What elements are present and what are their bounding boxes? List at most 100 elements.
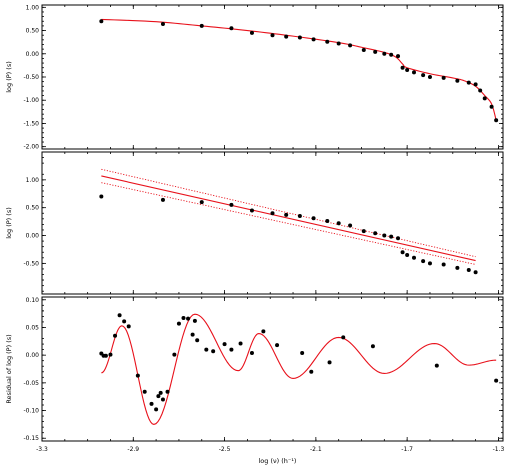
axes-frame bbox=[41, 296, 504, 442]
data-point bbox=[158, 390, 163, 395]
data-point bbox=[192, 318, 197, 323]
y-tick-label: -2.00 bbox=[23, 144, 39, 151]
data-point bbox=[165, 389, 170, 394]
data-point bbox=[229, 26, 234, 31]
data-point bbox=[341, 335, 346, 340]
data-point bbox=[199, 23, 204, 28]
data-point bbox=[478, 88, 483, 93]
data-point bbox=[370, 344, 375, 349]
panel-top: 1.00 0.50 0.00 -0.50 -1.00 -1.50 -2.00 log (P) … bbox=[5, 4, 504, 151]
data-point bbox=[466, 80, 471, 85]
data-point bbox=[160, 197, 165, 202]
x-tick-label: -3.3 bbox=[36, 446, 48, 453]
data-point bbox=[400, 250, 405, 255]
data-point bbox=[297, 214, 302, 219]
data-point bbox=[412, 255, 416, 260]
data-point bbox=[389, 234, 394, 239]
data-point bbox=[249, 350, 254, 355]
data-point bbox=[494, 378, 499, 383]
data-point bbox=[270, 33, 275, 38]
data-point bbox=[427, 261, 432, 266]
data-point bbox=[325, 219, 330, 224]
x-tick-label: -1.7 bbox=[401, 446, 413, 453]
data-point bbox=[389, 52, 394, 57]
data-point bbox=[222, 342, 227, 347]
data-point bbox=[396, 236, 401, 241]
x-tick-label: -2.5 bbox=[219, 446, 231, 453]
axes-frame bbox=[41, 151, 504, 295]
data-point bbox=[176, 321, 181, 326]
data-point bbox=[348, 43, 353, 48]
data-point bbox=[211, 349, 216, 354]
data-point bbox=[117, 313, 122, 318]
y-tick-label: 1.00 bbox=[26, 4, 40, 11]
y-tick-label: -0.50 bbox=[23, 260, 39, 267]
data-point bbox=[311, 216, 316, 221]
data-point bbox=[405, 253, 410, 258]
data-point bbox=[160, 397, 165, 402]
panel-middle: 1.00 0.50 0.00 -0.50 log (P) (s) bbox=[5, 151, 504, 295]
y-tick-label: -0.10 bbox=[23, 408, 39, 415]
data-point bbox=[99, 19, 104, 24]
data-point bbox=[373, 231, 378, 236]
data-point bbox=[336, 221, 341, 226]
y-tick-label: 1.00 bbox=[26, 177, 40, 184]
y-tick-label: 0.10 bbox=[26, 297, 40, 304]
y-axis-title: log (P) (s) bbox=[5, 61, 13, 93]
x-tick-label: -2.1 bbox=[310, 446, 322, 453]
fit-curve bbox=[101, 313, 497, 425]
data-point bbox=[494, 118, 499, 123]
data-point bbox=[190, 332, 195, 337]
y-tick-label: 0.00 bbox=[26, 233, 40, 240]
x-tick-label: -1.3 bbox=[493, 446, 505, 453]
data-point bbox=[300, 350, 305, 355]
data-point bbox=[466, 268, 471, 273]
data-point bbox=[309, 369, 314, 374]
y-tick-label: 0.05 bbox=[26, 324, 40, 331]
data-point bbox=[441, 262, 446, 267]
data-point bbox=[396, 54, 401, 59]
data-point bbox=[270, 211, 275, 216]
data-point bbox=[103, 353, 108, 358]
data-point bbox=[122, 319, 127, 324]
data-point bbox=[373, 49, 378, 54]
data-point bbox=[181, 316, 186, 321]
y-tick-label: 0.50 bbox=[26, 28, 40, 35]
y-axis-title: log (P) (s) bbox=[5, 207, 13, 239]
data-point bbox=[361, 48, 366, 53]
data-point bbox=[455, 78, 460, 83]
y-axis-title: Residual of log (P) (s) bbox=[5, 334, 13, 403]
data-point bbox=[336, 41, 341, 46]
data-point bbox=[311, 37, 316, 42]
data-point bbox=[284, 34, 289, 39]
data-point bbox=[327, 360, 332, 365]
data-point bbox=[284, 212, 289, 217]
data-point bbox=[195, 338, 200, 343]
data-point bbox=[421, 259, 426, 264]
data-point bbox=[441, 75, 446, 80]
data-point bbox=[99, 194, 104, 199]
data-point bbox=[199, 200, 204, 205]
data-point bbox=[434, 363, 439, 368]
data-point bbox=[135, 373, 140, 378]
panel-residual: -3.3 -2.9 -2.5 -2.1 -1.7 -1.3 0.10 0.05 0.00 -0.0… bbox=[5, 296, 505, 465]
data-point bbox=[382, 233, 387, 238]
data-point bbox=[204, 347, 209, 352]
confidence-band-upper bbox=[101, 168, 476, 258]
data-point bbox=[154, 407, 159, 412]
data-point bbox=[297, 35, 302, 40]
data-point bbox=[149, 401, 154, 406]
fit-curve bbox=[101, 18, 497, 121]
y-tick-label: -1.00 bbox=[23, 97, 39, 104]
x-tick-label: -2.9 bbox=[127, 446, 139, 453]
y-tick-label: -0.05 bbox=[23, 380, 39, 387]
data-point bbox=[113, 333, 118, 338]
data-point bbox=[108, 352, 113, 357]
data-point bbox=[455, 265, 460, 270]
data-point bbox=[473, 270, 478, 275]
data-point bbox=[160, 22, 165, 27]
fit-line bbox=[101, 175, 476, 262]
y-tick-label: -0.50 bbox=[23, 74, 39, 81]
y-tick-label: -0.15 bbox=[23, 435, 39, 442]
